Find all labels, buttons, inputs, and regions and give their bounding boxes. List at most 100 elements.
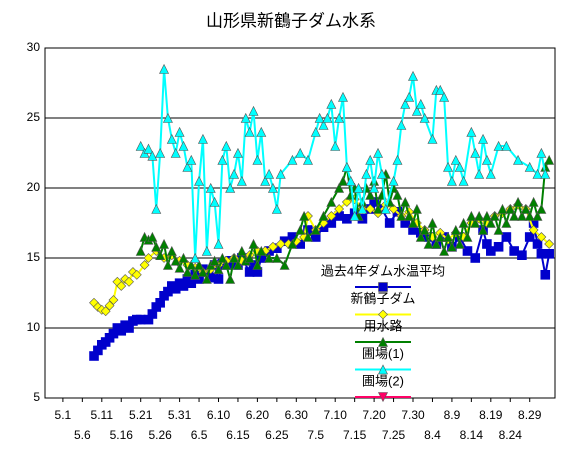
- marker: [190, 252, 201, 263]
- marker: [458, 217, 469, 228]
- marker: [411, 203, 422, 214]
- marker: [236, 175, 247, 186]
- marker: [427, 217, 438, 228]
- x-tick-label: 5.26: [148, 428, 172, 442]
- marker: [287, 154, 298, 165]
- marker: [373, 203, 383, 214]
- marker: [450, 154, 461, 165]
- marker: [104, 300, 115, 311]
- marker: [252, 259, 263, 270]
- y-tick-label: 5: [33, 390, 40, 404]
- marker: [268, 241, 278, 252]
- marker: [229, 168, 240, 179]
- marker: [225, 273, 236, 284]
- marker: [415, 98, 426, 109]
- marker: [365, 154, 376, 165]
- marker: [400, 98, 411, 109]
- marker: [501, 140, 512, 151]
- marker: [380, 203, 391, 214]
- marker: [458, 175, 469, 186]
- x-tick-label: 5.6: [74, 428, 91, 442]
- marker: [365, 204, 376, 214]
- marker: [485, 217, 496, 228]
- x-tick-label: 6.20: [246, 408, 270, 422]
- marker: [513, 154, 524, 165]
- marker: [396, 210, 407, 221]
- marker: [516, 210, 527, 221]
- marker: [135, 140, 146, 151]
- marker: [275, 239, 286, 249]
- x-tick-label: 8.19: [479, 408, 503, 422]
- marker: [232, 259, 243, 270]
- y-tick-label: 25: [27, 110, 41, 124]
- marker: [376, 168, 387, 179]
- marker: [404, 210, 415, 221]
- marker: [232, 147, 243, 158]
- marker: [501, 232, 512, 242]
- marker: [501, 217, 512, 228]
- legend-marker: [378, 392, 388, 403]
- legend-label: 新鶴子ダム: [350, 291, 415, 306]
- marker: [439, 245, 450, 256]
- marker: [536, 203, 547, 214]
- marker: [404, 91, 415, 102]
- marker: [493, 224, 504, 235]
- marker: [256, 245, 267, 256]
- marker: [302, 231, 313, 242]
- marker: [423, 238, 434, 249]
- marker: [213, 238, 224, 249]
- marker: [384, 218, 395, 228]
- marker: [221, 259, 232, 270]
- marker: [446, 175, 457, 186]
- marker: [221, 140, 232, 151]
- marker: [260, 175, 271, 186]
- marker: [334, 112, 345, 123]
- marker: [544, 154, 555, 165]
- marker: [524, 210, 535, 221]
- marker: [513, 196, 524, 207]
- x-tick-label: 7.15: [343, 428, 367, 442]
- marker: [252, 154, 263, 165]
- marker: [497, 203, 508, 214]
- x-tick-label: 7.5: [307, 428, 324, 442]
- marker: [361, 168, 372, 179]
- legend-marker: [378, 282, 388, 292]
- marker: [470, 147, 481, 158]
- marker: [450, 224, 461, 235]
- y-tick-label: 20: [27, 180, 41, 194]
- marker: [264, 252, 275, 263]
- marker: [236, 245, 247, 256]
- marker: [248, 238, 259, 249]
- marker: [334, 204, 345, 214]
- marker: [392, 189, 403, 200]
- x-tick-label: 5.16: [110, 428, 134, 442]
- marker: [369, 182, 380, 193]
- marker: [528, 196, 539, 207]
- marker: [131, 269, 142, 280]
- marker: [143, 143, 154, 154]
- marker: [166, 245, 177, 256]
- legend-marker: [378, 309, 388, 320]
- marker: [194, 259, 205, 270]
- marker: [201, 273, 212, 284]
- marker: [244, 252, 255, 263]
- marker: [155, 250, 166, 261]
- marker: [462, 246, 473, 256]
- marker: [369, 197, 379, 207]
- marker: [190, 269, 201, 280]
- marker: [159, 238, 170, 249]
- x-tick-label: 6.10: [207, 408, 231, 422]
- legend-label: 過去4年ダム水温平均: [321, 263, 445, 278]
- marker: [178, 252, 189, 263]
- marker: [178, 140, 189, 151]
- marker: [264, 168, 275, 179]
- marker: [532, 239, 543, 249]
- marker: [408, 217, 418, 228]
- marker: [443, 161, 454, 172]
- marker: [520, 203, 531, 214]
- marker: [532, 168, 543, 179]
- x-tick-label: 5.11: [91, 408, 114, 422]
- marker: [275, 168, 286, 179]
- marker: [213, 274, 224, 284]
- marker: [474, 168, 485, 179]
